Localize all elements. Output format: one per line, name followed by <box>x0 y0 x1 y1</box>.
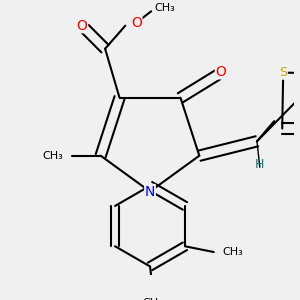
Text: H: H <box>255 158 265 171</box>
Text: CH₃: CH₃ <box>222 247 243 257</box>
Text: N: N <box>145 184 155 199</box>
Text: CH₃: CH₃ <box>43 151 63 161</box>
Text: O: O <box>215 65 226 79</box>
Text: S: S <box>279 66 287 79</box>
Text: O: O <box>131 16 142 30</box>
Text: CH₃: CH₃ <box>142 298 163 300</box>
Text: CH₃: CH₃ <box>154 3 175 14</box>
Text: O: O <box>76 19 88 33</box>
